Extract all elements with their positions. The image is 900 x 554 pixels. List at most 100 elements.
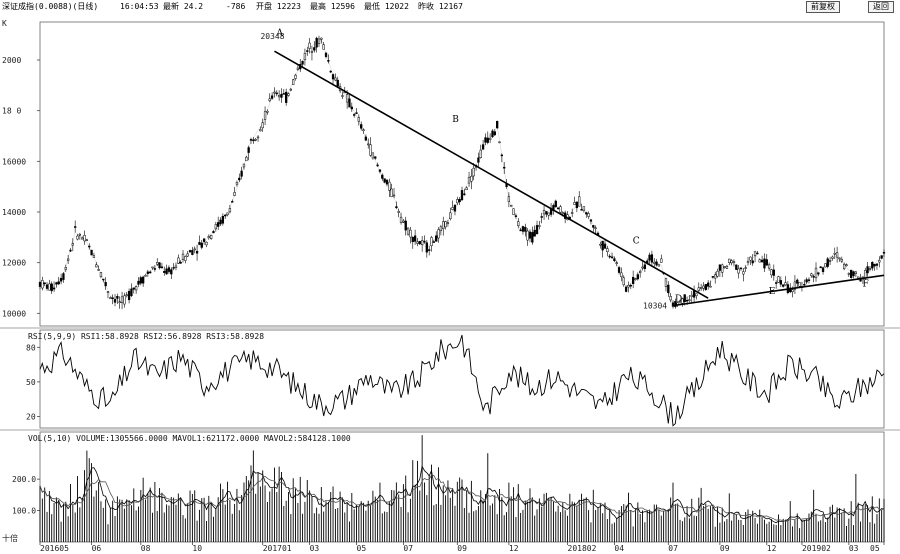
candle-body: [134, 286, 138, 291]
candle-body: [742, 271, 745, 275]
candle-body: [172, 267, 175, 269]
low-value: 最低 12022: [364, 2, 409, 11]
candle-body: [315, 37, 318, 48]
candle-body: [181, 253, 185, 260]
candle-body: [503, 166, 506, 169]
candle-body: [796, 279, 799, 284]
candle-body: [266, 110, 269, 113]
candle-body: [97, 269, 100, 271]
candle-body: [200, 242, 203, 248]
price-y-unit: K: [2, 19, 7, 28]
candle-body: [221, 215, 225, 224]
x-tick-label: 201605: [40, 544, 69, 553]
volume-ma-5: [39, 465, 885, 524]
candle-body: [711, 276, 715, 278]
candle-body: [50, 283, 53, 292]
x-tick-label: 04: [614, 544, 624, 553]
candle-body: [622, 277, 625, 286]
candle-body: [106, 291, 110, 293]
back-button[interactable]: 返回: [868, 1, 894, 13]
price-y-tick-label: 14000: [2, 208, 26, 217]
candle-body: [594, 227, 597, 230]
candle-body: [688, 299, 691, 301]
candle-body: [868, 268, 872, 270]
candle-body: [542, 209, 546, 215]
rsi-y-tick-label: 80: [26, 343, 36, 352]
candle-body: [74, 226, 77, 228]
candle-body: [538, 225, 541, 227]
candle-body: [784, 282, 787, 286]
candle-body: [793, 281, 797, 290]
candle-body: [214, 224, 217, 230]
candle-body: [828, 260, 832, 262]
wave-label-C: C: [633, 236, 640, 246]
candle-body: [744, 267, 747, 269]
candle-body: [273, 91, 276, 94]
candle-body: [864, 270, 867, 279]
candle-body: [608, 255, 611, 258]
candle-body: [137, 280, 140, 285]
candle-body: [463, 193, 466, 196]
candle-body: [571, 212, 574, 214]
candle-body: [374, 156, 377, 159]
wave-label-B: B: [452, 115, 459, 125]
candle-body: [303, 53, 307, 61]
candle-body: [812, 276, 815, 278]
candle-body: [59, 277, 63, 282]
candle-body: [57, 281, 60, 285]
candle-body: [639, 270, 642, 273]
candle-body: [195, 250, 199, 254]
candle-body: [664, 278, 668, 288]
candle-body: [55, 282, 58, 285]
candle-body: [324, 52, 328, 57]
candle-body: [826, 258, 829, 267]
candle-body: [559, 206, 562, 213]
candle-body: [725, 265, 729, 269]
candle-body: [592, 225, 595, 228]
candle-body: [803, 283, 806, 286]
candle-body: [634, 278, 637, 280]
candle-body: [238, 177, 241, 181]
candle-body: [226, 212, 229, 216]
price-series-line: [39, 39, 885, 306]
candle-body: [824, 263, 827, 268]
candle-body: [331, 74, 335, 80]
candle-body: [118, 301, 121, 304]
candle-body: [695, 293, 698, 297]
candle-body: [517, 221, 520, 227]
forward-adjust-button[interactable]: 前复权: [806, 1, 840, 13]
candle-body: [500, 154, 504, 157]
candle-body: [146, 271, 149, 274]
rsi-y-tick-label: 50: [26, 378, 36, 387]
x-tick-label: 09: [720, 544, 730, 553]
candle-body: [779, 280, 782, 285]
candle-body: [470, 175, 473, 182]
x-tick-label: 12: [509, 544, 519, 553]
candle-body: [142, 276, 145, 284]
candle-body: [399, 216, 403, 223]
candle-body: [770, 269, 773, 276]
x-tick-label: 07: [668, 544, 678, 553]
candle-body: [90, 249, 93, 256]
candle-body: [184, 256, 187, 261]
candle-body: [88, 245, 91, 248]
candle-body: [580, 209, 583, 211]
candle-body: [254, 138, 257, 141]
candle-body: [179, 261, 182, 264]
wave-label-A: A: [275, 29, 283, 39]
candle-body: [528, 231, 532, 239]
candle-body: [582, 206, 586, 211]
candle-body: [435, 235, 438, 242]
candle-body: [439, 226, 443, 232]
price-y-tick-label: 2000: [2, 56, 21, 65]
candle-body: [381, 174, 384, 179]
candle-body: [845, 264, 848, 267]
candle-body: [493, 131, 496, 136]
volume-y-tick-label: 200.0: [12, 475, 36, 484]
candle-body: [252, 139, 255, 142]
candle-body: [130, 288, 133, 296]
candle-body: [697, 287, 700, 291]
candle-body: [678, 300, 682, 303]
candle-body: [313, 47, 316, 51]
candle-body: [402, 220, 405, 223]
